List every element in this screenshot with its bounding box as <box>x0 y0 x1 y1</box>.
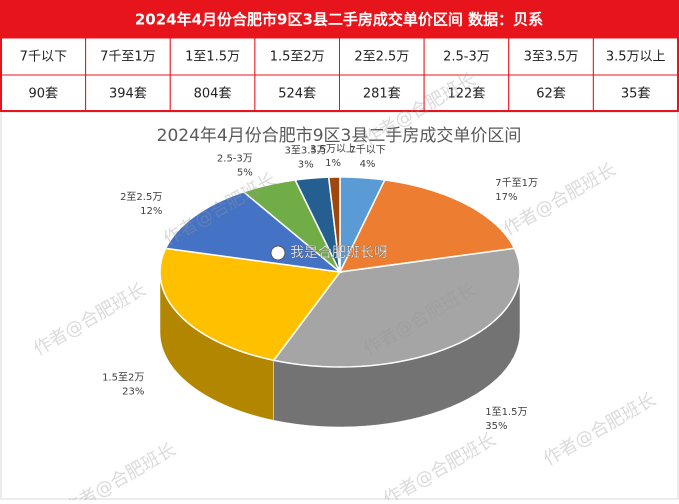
table-cell <box>0 74 87 112</box>
count-cell: 90套 <box>29 86 59 102</box>
table-cell <box>508 37 594 76</box>
slice-label: 2至2.5万 <box>120 191 162 203</box>
table-cell <box>423 74 510 112</box>
slice-label: 2.5-3万 <box>217 154 253 165</box>
slice-value: 5% <box>237 168 253 179</box>
count-cell: 394套 <box>109 86 147 102</box>
header-cell: 7千至1万 <box>100 50 156 65</box>
count-cell: 804套 <box>194 86 232 102</box>
chart-title: 2024年4月份合肥市9区3县二手房成交单价区间 <box>157 126 522 146</box>
count-cell: 524套 <box>278 86 316 102</box>
pie-slice <box>164 190 343 274</box>
title-row <box>1 1 678 38</box>
slice-value: 3% <box>298 160 314 171</box>
pie-slice <box>327 176 341 273</box>
table-title: 2024年4月份合肥市9区3县二手房成交单价区间 数据：贝系 <box>135 11 543 29</box>
slice-label: 3至3.5万 <box>285 145 327 157</box>
slice-label: 3.5万以上 <box>310 143 356 155</box>
count-cell: 281套 <box>363 86 401 102</box>
table-cell <box>423 37 510 76</box>
slice-label: 1至1.5万 <box>485 406 527 418</box>
pie-slice <box>159 247 342 362</box>
pie-slice <box>294 176 341 273</box>
table-cell <box>339 37 425 76</box>
logo-icon <box>270 245 286 261</box>
header-cell: 1至1.5万 <box>185 50 240 65</box>
slice-value: 4% <box>360 159 376 170</box>
pie-slice <box>338 179 516 273</box>
table-border <box>0 0 679 112</box>
slice-label: 1.5至2万 <box>102 372 144 384</box>
header-cell: 3.5万以上 <box>606 50 666 65</box>
pie-slice <box>242 179 341 273</box>
count-cell: 35套 <box>621 86 651 102</box>
header-cell: 7千以下 <box>20 50 67 65</box>
count-cell: 122套 <box>448 86 486 102</box>
slice-value: 23% <box>122 387 144 398</box>
slice-value: 17% <box>495 192 517 203</box>
table-cell <box>254 74 340 112</box>
header-cell: 1.5至2万 <box>270 50 325 65</box>
header-cell: 3至3.5万 <box>524 50 579 65</box>
slice-value: 35% <box>485 421 507 432</box>
pie-slice <box>272 247 521 368</box>
header-cell: 2.5-3万 <box>443 50 490 65</box>
count-cell: 62套 <box>536 86 566 102</box>
table-cell <box>254 37 340 76</box>
header-cell: 2至2.5万 <box>354 50 409 65</box>
table-cell <box>592 74 679 112</box>
slice-label: 7千至1万 <box>495 177 538 189</box>
slice-label: 7千以下 <box>349 144 385 156</box>
table-cell <box>0 37 87 76</box>
logo: 我是合肥班长呀 <box>290 245 388 261</box>
slice-value: 12% <box>140 206 162 217</box>
slice-value: 1% <box>325 158 341 169</box>
table-cell <box>592 37 679 76</box>
